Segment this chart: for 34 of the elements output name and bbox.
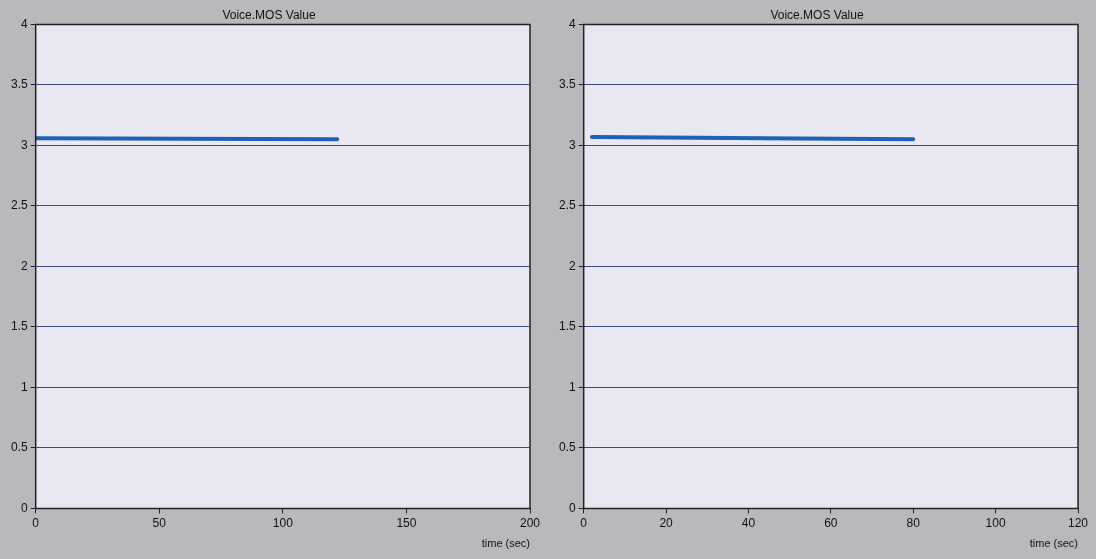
- y-tick-label: 3: [20, 137, 28, 152]
- x-axis-title: time (sec): [481, 537, 530, 550]
- y-tick-label: 0: [20, 500, 28, 515]
- y-tick-label: 3.5: [558, 77, 576, 92]
- y-tick-label: 4: [20, 16, 28, 31]
- x-axis-title: time (sec): [1029, 537, 1078, 550]
- y-tick-label: 0: [568, 500, 576, 515]
- y-tick-label: 2: [568, 258, 576, 273]
- y-tick-label: 2.5: [558, 198, 576, 213]
- chart-title: Voice.MOS Value: [222, 7, 316, 22]
- x-tick-label: 100: [272, 515, 294, 530]
- x-tick-label: 20: [659, 515, 674, 530]
- y-tick-label: 0.5: [558, 440, 576, 455]
- y-tick-label: 3.5: [10, 77, 28, 92]
- x-tick-label: 60: [824, 515, 838, 530]
- chart-title: Voice.MOS Value: [770, 7, 864, 22]
- x-tick-label: 120: [1067, 515, 1089, 530]
- x-tick-label: 50: [152, 515, 167, 530]
- x-tick-label: 0: [32, 515, 40, 530]
- y-tick-label: 1: [568, 379, 576, 394]
- y-tick-label: 1: [20, 379, 28, 394]
- x-tick-label: 150: [396, 515, 417, 530]
- y-tick-label: 3: [568, 137, 576, 152]
- x-tick-label: 0: [580, 515, 588, 530]
- y-tick-label: 1.5: [10, 319, 28, 334]
- x-tick-label: 100: [985, 515, 1006, 530]
- x-tick-label: 80: [906, 515, 921, 530]
- y-tick-label: 1.5: [558, 319, 576, 334]
- y-tick-label: 2.5: [10, 198, 28, 213]
- x-tick-label: 40: [741, 515, 756, 530]
- y-tick-label: 2: [20, 258, 28, 273]
- y-tick-label: 4: [568, 16, 576, 31]
- y-tick-label: 0.5: [10, 440, 28, 455]
- x-tick-label: 200: [519, 515, 541, 530]
